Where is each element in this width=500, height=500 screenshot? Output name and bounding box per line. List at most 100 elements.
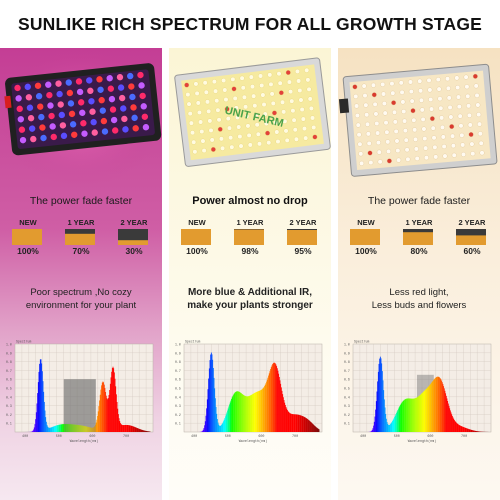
spectrum-bar: [246, 396, 248, 432]
spectrum-bar: [134, 426, 135, 432]
spectrum-bar: [201, 431, 203, 432]
spectrum-bar: [115, 394, 117, 432]
spectrum-bar: [46, 424, 48, 432]
spectrum-bar: [476, 431, 478, 432]
spectrum-bar: [260, 389, 262, 432]
spectrum-bar: [447, 403, 449, 432]
spectrum-bar: [401, 402, 403, 432]
led-dot: [276, 71, 282, 77]
led-dot: [402, 128, 408, 134]
led-dot: [386, 158, 392, 164]
spectrum-bar: [122, 424, 123, 432]
led-dot: [97, 86, 104, 93]
spectrum-bar: [140, 429, 142, 432]
spectrum-bar: [226, 412, 228, 432]
spectrum-bar: [458, 424, 460, 432]
spectrum-bar: [420, 393, 422, 432]
led-dot: [211, 79, 217, 85]
led-dot: [364, 112, 370, 118]
spectrum-bar: [251, 394, 253, 432]
spectrum-bar: [70, 424, 72, 432]
led-dot: [25, 94, 33, 101]
x-tick-label: 400: [191, 435, 197, 439]
led-dot: [131, 114, 138, 122]
spectrum-bar: [115, 386, 117, 432]
led-dot: [208, 127, 214, 133]
y-tick-label: 0.2: [6, 413, 12, 417]
led-dot: [477, 121, 483, 127]
spectrum-bar: [262, 388, 264, 432]
led-dot: [375, 130, 381, 136]
spectrum-bar: [375, 401, 377, 432]
led-dot: [216, 117, 222, 123]
spectrum-bar: [59, 424, 61, 432]
led-dot: [301, 126, 307, 132]
spectrum-bar: [140, 429, 142, 432]
led-dot: [466, 112, 472, 118]
spectrum-bar: [387, 423, 389, 432]
spectrum-bar: [427, 386, 429, 432]
spectrum-bar: [124, 425, 125, 432]
led-dot: [79, 109, 86, 117]
led-dot: [58, 111, 66, 119]
led-dot: [459, 132, 465, 138]
spectrum-bar: [296, 414, 298, 432]
led-dot: [426, 77, 432, 83]
spectrum-bar: [412, 398, 414, 432]
spectrum-bar: [255, 392, 257, 432]
spectrum-bar: [223, 421, 224, 432]
fade-item-2-year: 2 YEAR 30%: [112, 218, 156, 260]
fade-year-label: 2 YEAR: [458, 218, 486, 227]
y-tick-label: 0.1: [175, 422, 181, 426]
fade-percent: 80%: [410, 246, 428, 256]
spectrum-bar: [418, 396, 420, 432]
spectrum-bar: [148, 431, 150, 432]
spectrum-bar: [431, 381, 433, 432]
spectrum-bar: [460, 425, 461, 432]
led-dot: [420, 116, 426, 122]
spectrum-bar: [270, 369, 271, 432]
led-dot: [400, 99, 406, 105]
fade-item-new: NEW 100%: [175, 218, 219, 260]
led-dot: [467, 122, 473, 128]
spectrum-bar: [428, 386, 430, 432]
led-dot: [121, 115, 128, 123]
led-dot: [476, 112, 482, 118]
spectrum-bar: [302, 416, 304, 432]
led-dot: [278, 90, 284, 96]
spectrum-bar: [403, 400, 405, 432]
spectrum-bar: [76, 424, 78, 432]
spectrum-bar: [444, 390, 446, 432]
spectrum-bar: [117, 414, 119, 432]
grow-light-middle-image: UNIT FARM: [174, 57, 331, 167]
spectrum-bar: [249, 395, 251, 432]
spectrum-bar: [466, 428, 467, 432]
y-tick-label: 0.9: [6, 351, 12, 355]
spectrum-bar: [148, 431, 150, 432]
spectrum-bar: [68, 424, 70, 432]
spectrum-bar: [67, 424, 69, 432]
spectrum-bar: [441, 380, 443, 432]
led-dot: [355, 122, 361, 128]
led-dot: [265, 130, 271, 136]
spectrum-bar: [472, 430, 473, 432]
led-dot: [414, 155, 420, 161]
spectrum-bar: [376, 391, 378, 432]
spectrum-bar: [247, 396, 249, 432]
x-axis-label: Wavelength(nm): [239, 439, 268, 444]
spectrum-bar: [39, 359, 41, 432]
led-dot: [86, 77, 93, 84]
spectrum-bar: [111, 367, 113, 432]
spectrum-bar: [398, 408, 399, 432]
spectrum-bar: [220, 425, 222, 432]
led-dot: [367, 150, 373, 156]
spectrum-bar: [38, 371, 40, 432]
spectrum-bar: [316, 427, 318, 432]
spectrum-bar: [82, 425, 84, 432]
spectrum-bar: [411, 398, 413, 432]
spectrum-bar: [107, 398, 109, 432]
spectrum-bar: [292, 414, 294, 432]
led-dot: [450, 143, 456, 149]
y-tick-label: 0.2: [175, 413, 181, 417]
led-dot: [385, 139, 391, 145]
